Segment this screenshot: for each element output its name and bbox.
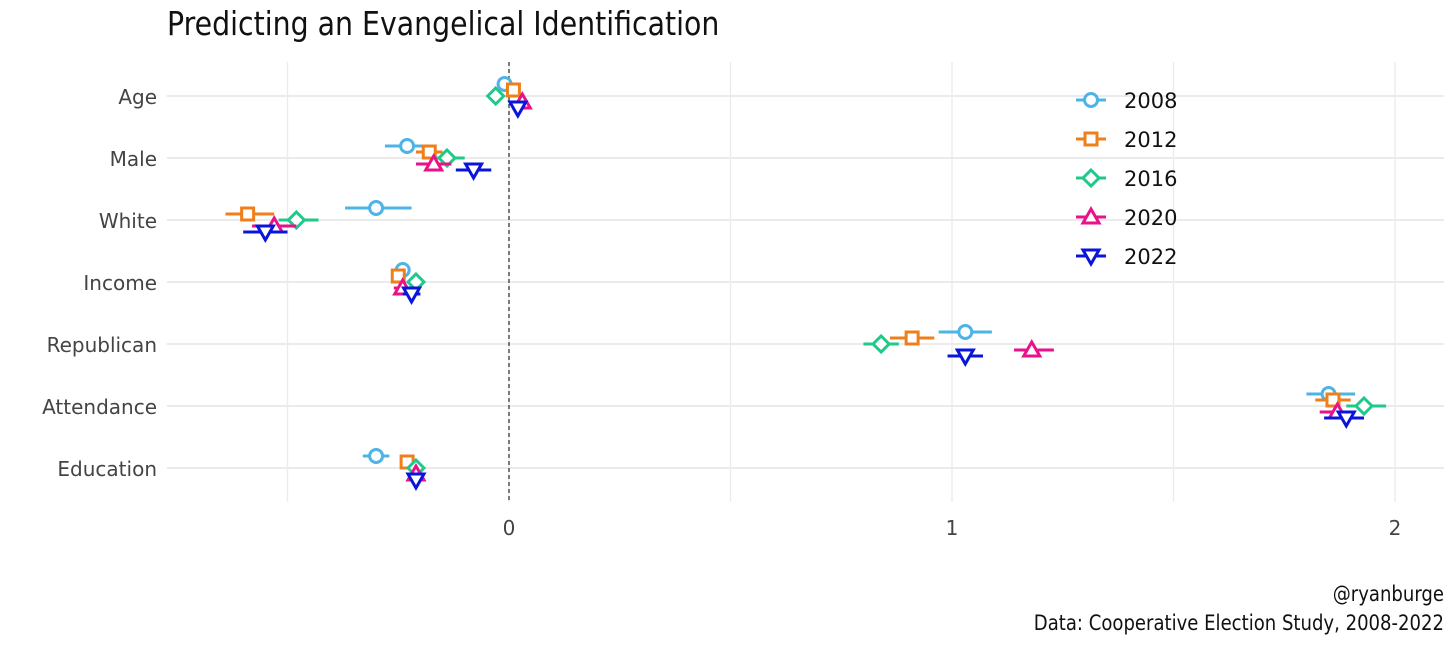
x-tick-label: 1 bbox=[946, 516, 959, 540]
data-point bbox=[286, 209, 307, 231]
data-point bbox=[400, 286, 423, 306]
caption: @ryanburge Data: Cooperative Election St… bbox=[967, 580, 1444, 638]
data-point bbox=[462, 162, 485, 182]
legend-item: 2022 bbox=[1076, 245, 1177, 269]
data-point bbox=[957, 324, 974, 340]
caption-handle: @ryanburge bbox=[1332, 582, 1444, 606]
legend-item: 2012 bbox=[1076, 128, 1177, 152]
legend-label: 2020 bbox=[1124, 206, 1177, 230]
legend-key-marker bbox=[1083, 92, 1099, 108]
caption-source: Data: Cooperative Election Study, 2008-2… bbox=[1033, 611, 1444, 635]
data-point bbox=[1353, 395, 1375, 417]
data-point bbox=[904, 330, 920, 346]
y-tick-label: Republican bbox=[47, 333, 157, 357]
data-point bbox=[390, 268, 406, 284]
series-layer bbox=[225, 76, 1387, 492]
data-point bbox=[1335, 410, 1357, 430]
data-point bbox=[421, 144, 437, 160]
legend: 2008 2012 2016 2020 2022 bbox=[1076, 89, 1177, 269]
data-point bbox=[423, 152, 445, 172]
y-tick-label: Attendance bbox=[42, 395, 157, 419]
y-tick-label: Income bbox=[83, 271, 157, 295]
data-point bbox=[399, 138, 416, 154]
data-point bbox=[240, 206, 256, 222]
series-2008 bbox=[345, 76, 1356, 464]
y-tick-label: Male bbox=[110, 147, 157, 171]
y-tick-label: Education bbox=[57, 457, 157, 481]
data-point bbox=[368, 448, 385, 464]
y-tick-labels: Age Male White Income Republican Attendance Ed… bbox=[42, 85, 157, 481]
x-tick-label: 2 bbox=[1389, 516, 1402, 540]
legend-key-marker bbox=[1080, 167, 1102, 189]
legend-label: 2022 bbox=[1124, 245, 1177, 269]
x-tick-label: 0 bbox=[503, 516, 516, 540]
data-point bbox=[405, 472, 427, 492]
data-point bbox=[254, 224, 276, 244]
legend-item: 2008 bbox=[1076, 89, 1177, 113]
legend-key-marker bbox=[1080, 205, 1102, 225]
legend-label: 2012 bbox=[1124, 128, 1177, 152]
data-point bbox=[954, 348, 976, 368]
legend-item: 2016 bbox=[1076, 167, 1177, 191]
legend-label: 2016 bbox=[1124, 167, 1177, 191]
data-point bbox=[1021, 338, 1043, 358]
data-point bbox=[368, 200, 385, 216]
x-tick-labels: 0 1 2 bbox=[503, 516, 1402, 540]
grid-layer bbox=[167, 62, 1444, 502]
data-point bbox=[505, 82, 521, 98]
chart-title: Predicting an Evangelical Identification bbox=[167, 4, 720, 43]
series-2012 bbox=[225, 82, 1351, 470]
legend-key-marker bbox=[1080, 248, 1102, 268]
y-tick-label: White bbox=[99, 209, 157, 233]
data-point bbox=[870, 333, 892, 355]
data-point bbox=[436, 147, 458, 169]
data-point bbox=[1325, 392, 1341, 408]
series-2022 bbox=[243, 100, 1364, 492]
y-tick-label: Age bbox=[118, 85, 157, 109]
legend-key-marker bbox=[1083, 131, 1099, 147]
legend-item: 2020 bbox=[1076, 205, 1177, 230]
data-point bbox=[507, 100, 529, 120]
data-point bbox=[485, 85, 506, 107]
legend-label: 2008 bbox=[1124, 89, 1177, 113]
